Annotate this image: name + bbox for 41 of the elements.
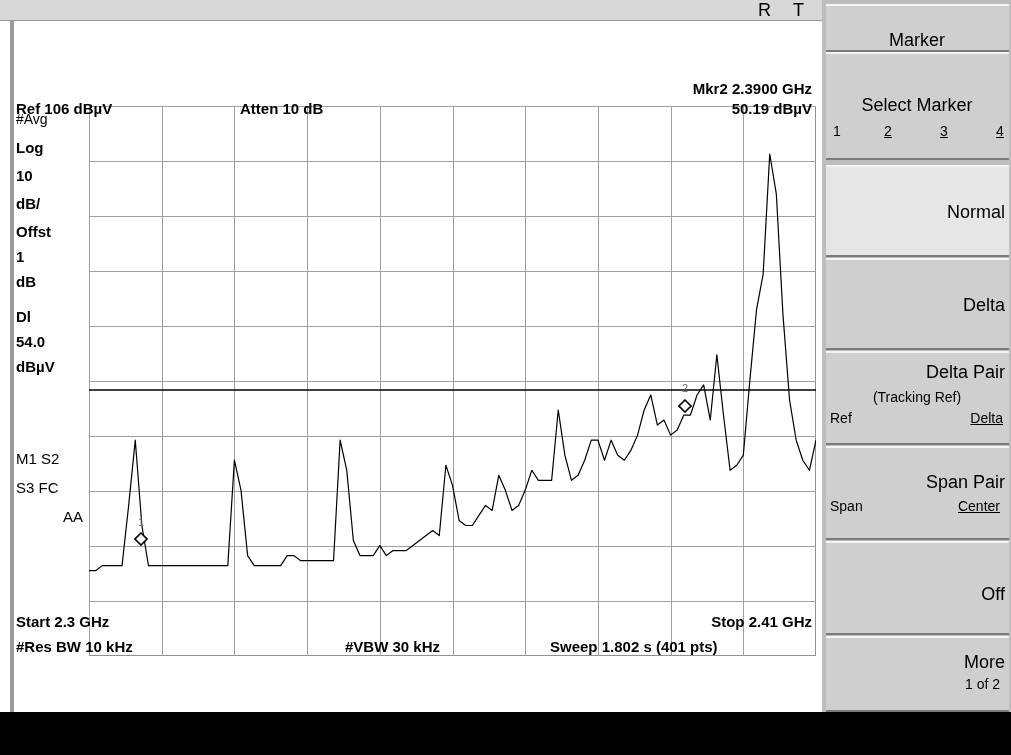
text: 1 of 2 (964, 676, 1000, 692)
text: S3 FC (16, 478, 59, 496)
text: Delta (970, 410, 1003, 426)
text: 4 (996, 123, 1004, 139)
text: (Tracking Ref) (872, 389, 962, 405)
text: dB/ (16, 194, 41, 212)
text: Center (957, 498, 1000, 514)
text: Span (830, 498, 863, 514)
text: 50.19 dBµV (731, 99, 812, 117)
annotation: 1 (137, 515, 145, 528)
text: Mkr2 2.3900 GHz (692, 79, 812, 97)
text: dBµV (16, 357, 55, 375)
text: T (793, 0, 804, 20)
text: Select Marker (861, 95, 973, 115)
text: dB (16, 272, 36, 290)
text: R (758, 0, 771, 20)
text: Dl (16, 307, 31, 325)
annotation: Start 2.3 GHz (16, 612, 110, 630)
text: 1 (16, 247, 25, 265)
annotation: #VBW 30 kHz (345, 637, 441, 655)
text: Ref (830, 410, 852, 426)
text: Off (981, 584, 1005, 604)
text: Delta (962, 295, 1005, 315)
text: 3 (940, 123, 948, 139)
text: Span Pair (925, 472, 1005, 492)
text: Atten 10 dB (240, 99, 324, 117)
text: Normal (946, 202, 1005, 222)
text: More (963, 652, 1005, 672)
text: Log (16, 138, 44, 156)
annotation: Sweep 1.802 s (401 pts) (550, 637, 718, 655)
text: Marker (888, 30, 946, 50)
text: 1 (833, 123, 841, 139)
text: 2 (884, 123, 892, 139)
text: 10 (16, 166, 33, 184)
text: Delta Pair (925, 362, 1005, 382)
annotation: #Res BW 10 kHz (16, 637, 133, 655)
text: M1 S2 (16, 449, 60, 467)
annotation: Stop 2.41 GHz (711, 612, 812, 630)
text: 54.0 (16, 332, 46, 350)
text: AA (62, 507, 83, 525)
text: Offst (16, 222, 51, 240)
